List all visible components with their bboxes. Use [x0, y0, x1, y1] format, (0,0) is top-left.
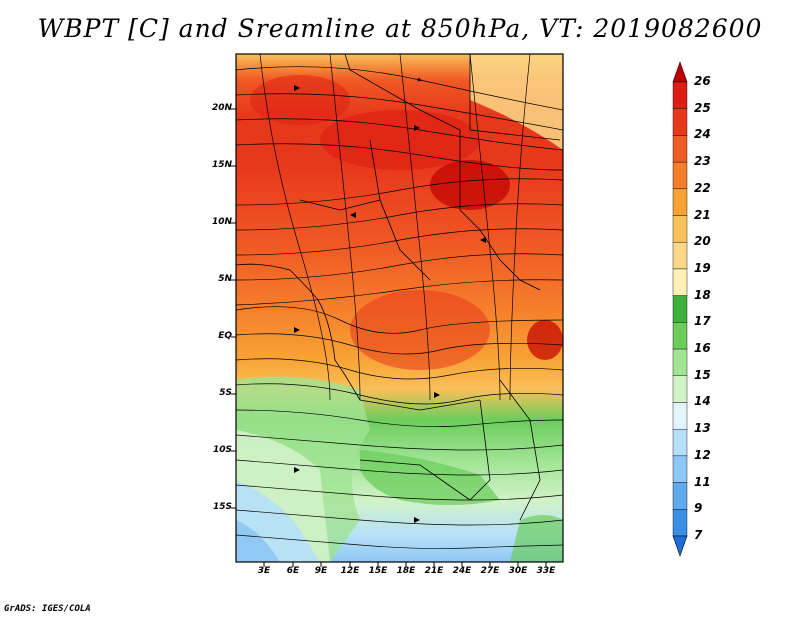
colorbar-segment	[672, 81, 688, 109]
colorbar-tick-label: 22	[694, 180, 711, 195]
lon-label-9e: 9E	[314, 566, 328, 576]
lat-label-5n: 5N	[218, 274, 232, 284]
lat-label-20n: 20N	[211, 103, 232, 113]
lat-label-10s: 10S	[212, 445, 232, 455]
colorbar-tick-label: 25	[694, 100, 711, 115]
lon-label-21e: 21E	[424, 566, 444, 576]
colorbar-tick-label: 19	[694, 260, 711, 275]
country-borders	[236, 54, 561, 521]
colorbar-segment	[672, 322, 688, 350]
colorbar	[672, 61, 688, 557]
colorbar-tick-label: 13	[694, 421, 711, 436]
colorbar-tick-label: 17	[694, 314, 711, 329]
lon-label-24e: 24E	[452, 566, 472, 576]
colorbar-tick-label: 26	[694, 74, 711, 88]
colorbar-segment	[672, 242, 688, 270]
chart-title: WBPT [C] and Sreamline at 850hPa, VT: 20…	[37, 14, 763, 43]
lon-label-18e: 18E	[396, 566, 416, 576]
colorbar-segment	[672, 268, 688, 296]
lat-label-eq: EQ	[218, 331, 232, 341]
colorbar-segment	[672, 509, 688, 537]
lat-label-15n: 15N	[211, 160, 232, 170]
axis-ticks	[231, 108, 547, 567]
colorbar-segment	[672, 215, 688, 243]
lat-label-5s: 5S	[219, 388, 232, 398]
lon-label-3e: 3E	[257, 566, 271, 576]
colorbar-segment	[672, 375, 688, 403]
streamlines	[236, 54, 563, 549]
lat-label-15s: 15S	[212, 502, 232, 512]
colorbar-tick-label: 7	[694, 528, 703, 542]
lon-label-30e: 30E	[508, 566, 528, 576]
colorbar-top-arrow	[672, 61, 688, 83]
colorbar-tick-label: 16	[694, 341, 711, 356]
lon-label-6e: 6E	[286, 566, 300, 576]
colorbar-bottom-arrow	[672, 535, 688, 557]
colorbar-segment	[672, 295, 688, 323]
lon-label-12e: 12E	[340, 566, 360, 576]
lat-label-10n: 10N	[211, 217, 232, 227]
colorbar-segment	[672, 482, 688, 510]
colorbar-tick-label: 11	[694, 474, 711, 489]
colorbar-segment	[672, 188, 688, 216]
colorbar-tick-label: 15	[694, 367, 711, 382]
colorbar-tick-label: 23	[694, 154, 711, 169]
colorbar-tick-label: 9	[694, 501, 703, 516]
colorbar-tick-label: 24	[694, 127, 711, 142]
lon-label-15e: 15E	[368, 566, 388, 576]
grads-credit: GrADS: IGES/COLA	[4, 604, 91, 614]
colorbar-segment	[672, 161, 688, 190]
lon-label-33e: 33E	[536, 566, 556, 576]
map-field	[236, 54, 563, 562]
colorbar-segment	[672, 135, 688, 163]
lon-label-27e: 27E	[480, 566, 500, 576]
colorbar-segment	[672, 402, 688, 430]
colorbar-segment	[672, 428, 688, 457]
colorbar-segment	[672, 455, 688, 483]
colorbar-tick-label: 18	[694, 287, 711, 302]
colorbar-segment	[672, 348, 688, 376]
flow-arrows	[294, 85, 486, 523]
map-frame	[235, 53, 564, 563]
colorbar-tick-label: 14	[694, 394, 711, 409]
colorbar-segment	[672, 108, 688, 136]
colorbar-tick-label: 12	[694, 447, 711, 462]
colorbar-tick-label: 21	[694, 207, 711, 222]
colorbar-tick-label: 20	[694, 234, 711, 249]
